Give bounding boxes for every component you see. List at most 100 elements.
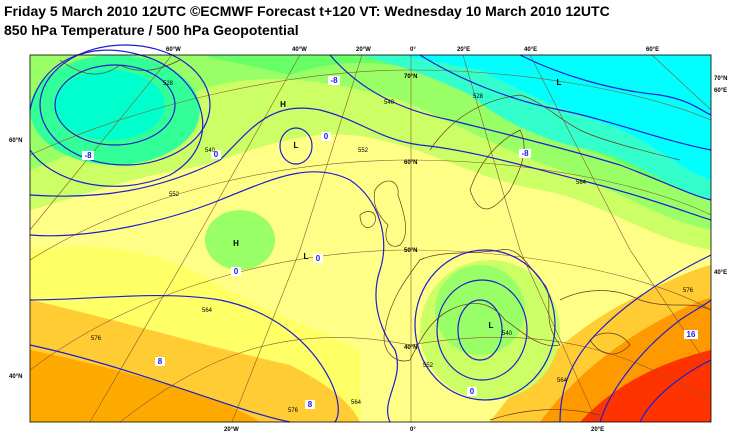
map-shape bbox=[589, 332, 631, 355]
map-shape bbox=[373, 180, 406, 247]
map-shape bbox=[231, 54, 363, 423]
map-shape bbox=[29, 49, 204, 187]
contour-label: 564 bbox=[351, 400, 362, 406]
longitude-label: 60°E bbox=[646, 47, 659, 53]
map-shape bbox=[29, 249, 712, 371]
map-shape bbox=[54, 64, 176, 146]
axis-labels: 60°W 40°W 20°W 0° 20°E 40°E 60°E 20°W 0°… bbox=[9, 47, 727, 433]
temperature-label: -8 bbox=[521, 149, 529, 158]
temperature-label: 0 bbox=[214, 150, 219, 159]
contour-label: 540 bbox=[205, 148, 216, 154]
high-center: H bbox=[233, 239, 239, 248]
label-box bbox=[684, 330, 698, 339]
label-box bbox=[305, 400, 315, 409]
map-shape bbox=[436, 279, 528, 381]
temperature-label: 0 bbox=[324, 132, 329, 141]
title: Friday 5 March 2010 12UTC ©ECMWF Forecas… bbox=[4, 3, 610, 19]
label-box bbox=[467, 387, 477, 396]
contour-label: 564 bbox=[202, 308, 213, 314]
map-shape bbox=[29, 107, 712, 221]
map-shape bbox=[29, 69, 712, 156]
right-label: 40°E bbox=[714, 270, 727, 276]
map-shape bbox=[55, 70, 165, 140]
right-label: 60°E bbox=[714, 88, 727, 94]
longitude-label: 20°W bbox=[224, 427, 239, 433]
contour-label: 552 bbox=[169, 192, 180, 198]
temperature-label: 16 bbox=[687, 330, 696, 339]
contour-label: 552 bbox=[423, 363, 434, 369]
longitude-label: 20°W bbox=[356, 47, 371, 53]
contour-label: 528 bbox=[473, 94, 484, 100]
low-center: L bbox=[557, 78, 562, 87]
map-shape bbox=[39, 44, 211, 166]
map-shape bbox=[559, 254, 712, 423]
contour-label: 540 bbox=[502, 331, 513, 337]
temperature-label: 0 bbox=[234, 267, 239, 276]
map-shape bbox=[205, 210, 275, 270]
map-shape bbox=[580, 350, 711, 422]
contour-label: 564 bbox=[557, 378, 568, 384]
map-shape bbox=[414, 249, 556, 401]
latitude-label: 40°N bbox=[404, 345, 417, 351]
map-shape bbox=[400, 55, 711, 180]
contour-label: 576 bbox=[683, 288, 694, 294]
contour-label: 564 bbox=[576, 180, 587, 186]
map-shape bbox=[489, 409, 601, 421]
label-box bbox=[328, 76, 340, 85]
latitude-label: 50°N bbox=[404, 248, 417, 254]
temperature-label: 0 bbox=[316, 254, 321, 263]
contour-label: 528 bbox=[163, 81, 174, 87]
map-shape bbox=[29, 159, 712, 261]
label-box bbox=[321, 132, 331, 141]
pressure-centers: H L H L L L bbox=[233, 78, 561, 330]
label-box bbox=[313, 254, 323, 263]
map-shape bbox=[462, 54, 598, 423]
contour-label: 540 bbox=[384, 100, 395, 106]
right-label: 70°N bbox=[714, 76, 727, 82]
map-shape bbox=[599, 299, 712, 423]
contour-label: 576 bbox=[288, 408, 299, 414]
high-center: H bbox=[280, 100, 286, 109]
temperature-label: 8 bbox=[308, 400, 313, 409]
low-center: L bbox=[294, 141, 299, 150]
temperature-label: 8 bbox=[158, 357, 163, 366]
latitude-label: 70°N bbox=[404, 74, 417, 80]
temperature-labels: -8 -8 0 0 0 0 8 8 16 -8 0 bbox=[82, 76, 698, 409]
map-shape bbox=[429, 94, 681, 161]
geopotential-labels: 528 540 552 552 564 576 576 540 528 564 … bbox=[91, 81, 694, 414]
map-shape bbox=[29, 344, 291, 423]
label-box bbox=[519, 149, 531, 158]
map-shape bbox=[519, 54, 712, 116]
longitude-label: 40°W bbox=[292, 47, 307, 53]
temperature-label: -8 bbox=[84, 151, 92, 160]
map-shape bbox=[359, 211, 376, 228]
map-shape bbox=[279, 127, 313, 165]
contour-label: 576 bbox=[91, 336, 102, 342]
map-shape bbox=[29, 54, 173, 231]
subtitle: 850 hPa Temperature / 500 hPa Geopotenti… bbox=[4, 22, 299, 38]
latitude-label: 60°N bbox=[9, 138, 22, 144]
contours bbox=[29, 44, 712, 423]
map-shape bbox=[639, 359, 712, 423]
longitude-label: 0° bbox=[410, 427, 416, 433]
longitude-label: 40°E bbox=[524, 47, 537, 53]
latitude-label: 60°N bbox=[404, 160, 417, 166]
inner-latitude-labels: 70°N 60°N 50°N 40°N bbox=[404, 74, 417, 351]
map-fill bbox=[30, 55, 711, 422]
longitude-label: 0° bbox=[410, 47, 416, 53]
low-center: L bbox=[489, 321, 494, 330]
longitude-label: 20°E bbox=[591, 427, 604, 433]
contour-label: 552 bbox=[358, 148, 369, 154]
map-shape bbox=[651, 54, 712, 111]
map-shape bbox=[29, 294, 339, 423]
latitude-label: 40°N bbox=[9, 374, 22, 380]
label-box bbox=[211, 150, 221, 159]
map-shape bbox=[329, 54, 712, 201]
map-shape bbox=[30, 350, 260, 422]
map-shape bbox=[559, 290, 712, 311]
longitude-label: 60°W bbox=[166, 47, 181, 53]
map-frame bbox=[29, 54, 712, 423]
